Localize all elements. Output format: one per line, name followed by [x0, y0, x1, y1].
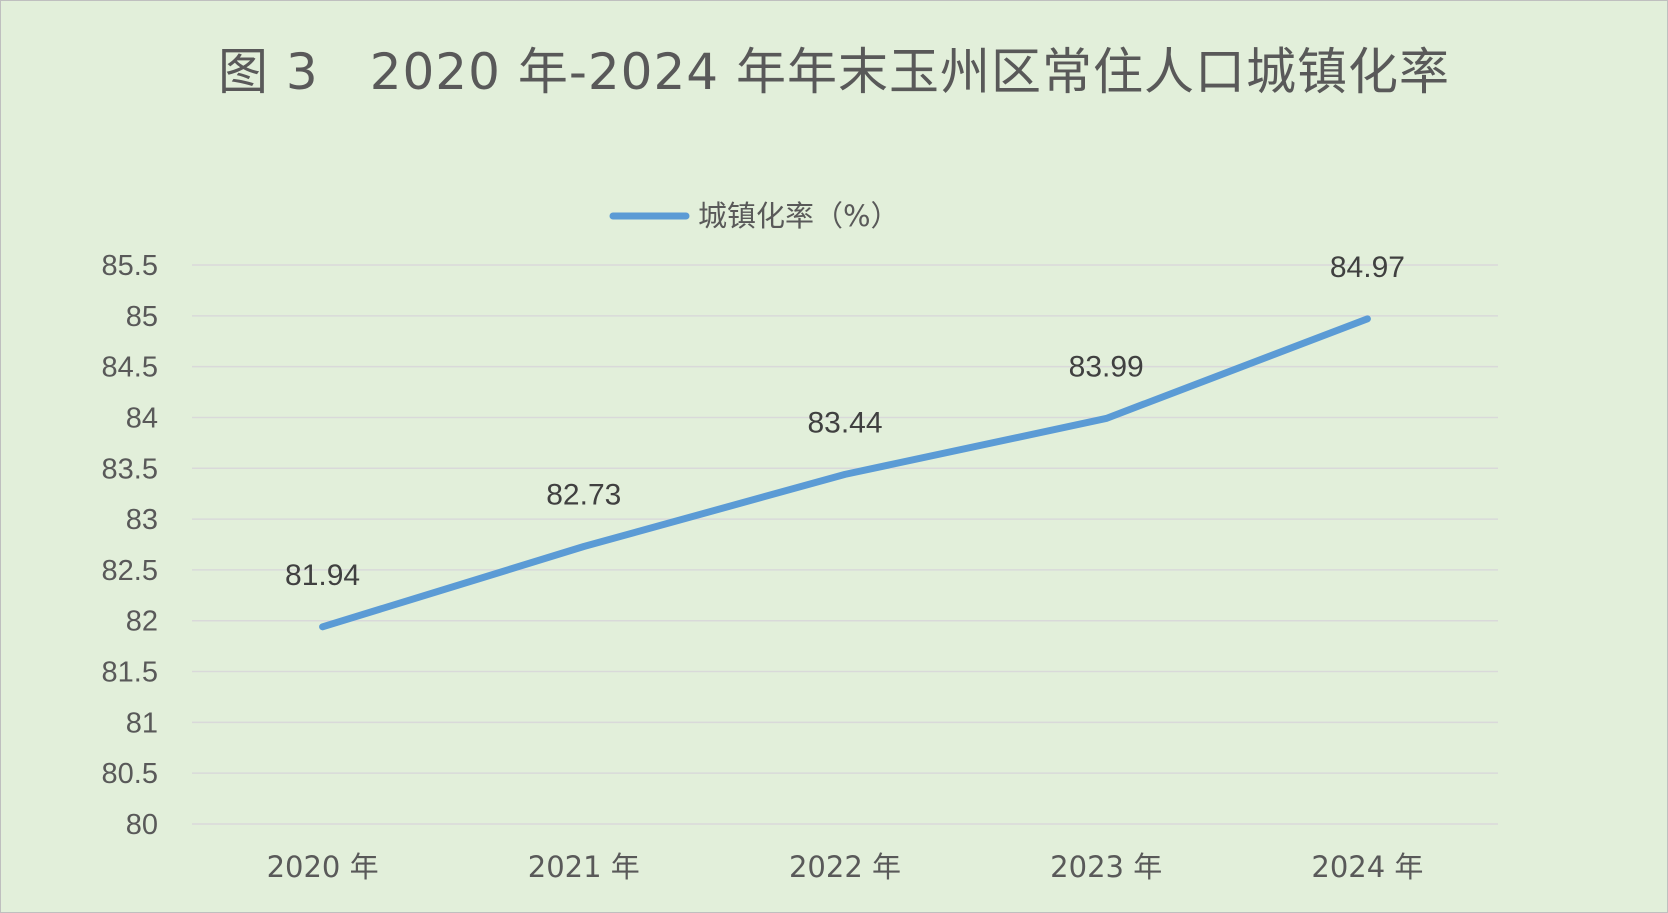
y-axis-ticks: 80 80.5 81 81.5 82 82.5 83 83.5 84 84.5 85 85.5	[102, 250, 158, 841]
y-tick-label: 83.5	[102, 453, 158, 485]
y-tick-label: 81.5	[102, 657, 158, 689]
y-tick-label: 84	[126, 402, 158, 434]
data-label: 81.94	[285, 559, 360, 592]
x-tick-label: 2022 年	[789, 850, 901, 884]
data-point	[1104, 416, 1109, 421]
data-label: 83.44	[807, 406, 882, 439]
y-tick-label: 84.5	[102, 352, 158, 384]
x-tick-label: 2021 年	[528, 850, 640, 884]
data-label: 84.97	[1330, 251, 1405, 284]
series-city-urbanization	[319, 315, 1371, 631]
y-tick-label: 83	[126, 504, 158, 536]
x-tick-label: 2024 年	[1311, 850, 1423, 884]
x-axis-ticks: 2020 年 2021 年 2022 年 2023 年 2024 年	[267, 850, 1424, 884]
data-point	[320, 624, 325, 629]
y-tick-label: 81	[126, 707, 158, 739]
y-tick-label: 85.5	[102, 250, 158, 282]
legend-label: 城镇化率（%）	[698, 199, 900, 233]
y-tick-label: 80.5	[102, 758, 158, 790]
data-point	[581, 544, 586, 549]
chart-title: 图 3 2020 年-2024 年年末玉州区常住人口城镇化率	[217, 43, 1451, 101]
data-point	[1365, 316, 1370, 321]
x-tick-label: 2023 年	[1050, 850, 1162, 884]
data-labels: 81.94 82.73 83.44 83.99 84.97	[285, 251, 1405, 592]
y-tick-label: 85	[126, 301, 158, 333]
data-label: 83.99	[1069, 350, 1144, 383]
x-tick-label: 2020 年	[267, 850, 379, 884]
legend: 城镇化率（%）	[609, 199, 900, 233]
y-tick-label: 82.5	[102, 555, 158, 587]
gridlines	[192, 264, 1498, 825]
y-tick-label: 80	[126, 809, 158, 841]
data-label: 82.73	[546, 479, 621, 512]
data-point	[843, 472, 847, 477]
y-tick-label: 82	[126, 606, 158, 638]
